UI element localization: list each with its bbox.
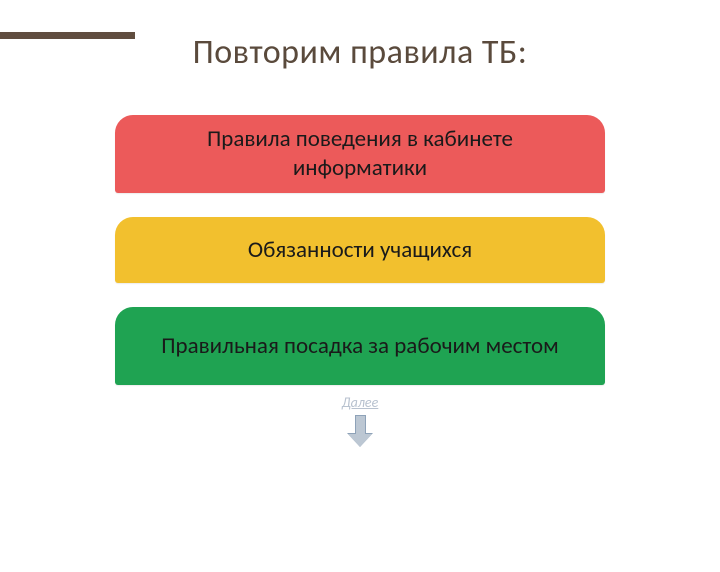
next-link[interactable]: Далее (0, 393, 720, 447)
next-link-label: Далее (342, 394, 379, 411)
menu-item-posture[interactable]: Правильная посадка за рабочим местом (115, 307, 605, 385)
menu-list: Правила поведения в кабинете информатики… (0, 115, 720, 385)
accent-bar (0, 32, 135, 39)
menu-item-duties[interactable]: Обязанности учащихся (115, 217, 605, 283)
menu-item-rules[interactable]: Правила поведения в кабинете информатики (115, 115, 605, 193)
menu-item-label: Правильная посадка за рабочим местом (161, 332, 558, 361)
menu-item-label: Обязанности учащихся (248, 236, 472, 265)
menu-item-label: Правила поведения в кабинете информатики (145, 125, 575, 183)
down-arrow-icon (348, 415, 372, 447)
